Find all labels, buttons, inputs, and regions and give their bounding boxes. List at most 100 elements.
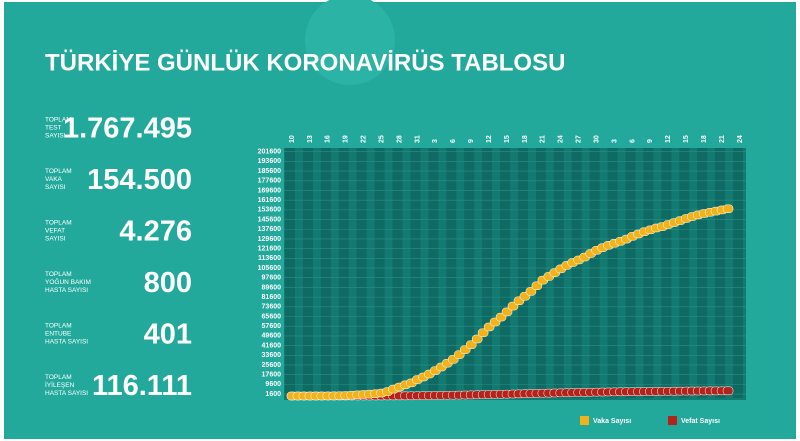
legend-label: Vefat Sayısı <box>681 418 720 425</box>
x-tick-label: 30 <box>593 135 600 143</box>
title: TÜRKİYE GÜNLÜK KORONAVİRÜS TABLOSU <box>45 49 565 76</box>
x-tick-label: 6 <box>450 139 457 143</box>
y-tick-label: 89600 <box>262 284 282 291</box>
stat-value: 401 <box>144 319 192 351</box>
y-tick-label: 1600 <box>265 391 281 398</box>
y-tick-label: 153600 <box>258 207 281 214</box>
column-stripe <box>320 148 331 398</box>
stat-label: TOPLAM <box>45 271 72 278</box>
x-tick-label: 16 <box>325 135 332 143</box>
x-tick-label: 28 <box>396 135 403 143</box>
stat-value: 116.111 <box>92 370 192 402</box>
x-tick-label: 27 <box>576 135 583 143</box>
y-tick-label: 121600 <box>258 245 281 252</box>
column-stripe <box>607 148 618 398</box>
stat-label: HASTA SAYISI <box>45 287 88 294</box>
plot-area <box>284 148 746 400</box>
y-tick-label: 57600 <box>262 323 282 330</box>
column-stripe <box>625 148 636 398</box>
y-tick-label: 201600 <box>258 149 281 156</box>
column-stripe <box>410 148 421 398</box>
stat-value: 154.500 <box>87 164 192 196</box>
column-stripe <box>733 148 743 398</box>
stat-label: VEFAT <box>45 228 65 235</box>
stat-label: ENTUBE <box>45 331 72 338</box>
column-stripe <box>643 148 654 398</box>
stats-panel: TOPLAMTESTSAYISI1.767.495TOPLAMVAKASAYIS… <box>45 113 192 403</box>
x-tick-label: 13 <box>307 135 314 143</box>
x-tick-label: 3 <box>611 139 618 143</box>
stat-label: İYİLEŞEN <box>45 380 75 389</box>
stat-value: 1.767.495 <box>63 113 192 145</box>
x-tick-label: 31 <box>414 135 421 143</box>
y-tick-label: 169600 <box>258 187 281 194</box>
stat-label: TEST <box>45 125 62 132</box>
data-point <box>722 204 734 214</box>
column-stripe <box>446 148 457 398</box>
y-tick-label: 49600 <box>262 333 282 340</box>
y-tick-label: 17600 <box>262 372 282 379</box>
y-tick-label: 113600 <box>258 255 281 262</box>
stat-value: 800 <box>144 267 192 299</box>
y-tick-label: 73600 <box>262 304 282 311</box>
x-tick-label: 21 <box>719 135 726 143</box>
legend-swatch <box>668 416 677 425</box>
column-stripe <box>589 148 600 398</box>
column-stripe <box>715 148 726 398</box>
x-tick-label: 12 <box>486 135 493 143</box>
y-tick-label: 81600 <box>262 294 282 301</box>
stat-value: 4.276 <box>119 216 192 248</box>
x-tick-label: 22 <box>361 135 368 143</box>
x-tick-label: 9 <box>468 139 475 143</box>
y-tick-label: 33600 <box>262 352 282 359</box>
column-stripe <box>500 148 511 398</box>
x-tick-label: 3 <box>432 139 439 143</box>
y-tick-label: 185600 <box>258 168 281 175</box>
chart: 10 13 16 19 22 25 28 31 3 6 9 12 15 18 21 24 27 30 3 6 9 12 15… <box>258 135 746 425</box>
y-tick-label: 161600 <box>258 197 281 204</box>
column-stripe <box>428 148 439 398</box>
column-stripe <box>535 148 546 398</box>
x-tick-label: 19 <box>343 135 350 143</box>
decor <box>305 0 395 85</box>
y-tick-label: 105600 <box>258 265 281 272</box>
stat-label: HASTA SAYISI <box>45 339 88 346</box>
x-tick-label: 10 <box>289 135 296 143</box>
column-stripe <box>517 148 528 398</box>
y-tick-label: 65600 <box>262 313 282 320</box>
stat-label: SAYISI <box>45 133 66 140</box>
column-stripe <box>661 148 672 398</box>
data-point <box>722 386 734 396</box>
y-tick-label: 97600 <box>262 275 282 282</box>
stat-label: TOPLAM <box>45 220 72 227</box>
stat-label: SAYISI <box>45 184 66 191</box>
y-tick-label: 137600 <box>258 226 281 233</box>
x-tick-label: 24 <box>558 135 565 143</box>
x-tick-label: 12 <box>665 135 672 143</box>
column-stripe <box>571 148 582 398</box>
x-tick-label: 6 <box>629 139 636 143</box>
column-stripe <box>679 148 690 398</box>
column-stripe <box>392 148 403 398</box>
x-tick-label: 18 <box>701 135 708 143</box>
y-tick-label: 177600 <box>258 178 281 185</box>
column-stripe <box>302 148 313 398</box>
y-tick-label: 129600 <box>258 236 281 243</box>
stat-label: TOPLAM <box>45 374 72 381</box>
column-stripe <box>482 148 493 398</box>
column-stripe <box>464 148 475 398</box>
legend-label: Vaka Sayısı <box>593 418 631 425</box>
y-tick-label: 25600 <box>262 362 282 369</box>
y-tick-label: 193600 <box>258 158 281 165</box>
x-tick-label: 18 <box>522 135 529 143</box>
legend-swatch <box>580 416 589 425</box>
column-stripe <box>356 148 367 398</box>
column-stripe <box>374 148 385 398</box>
x-tick-label: 25 <box>378 135 385 143</box>
column-stripe <box>697 148 708 398</box>
stat-label: HASTA SAYISI <box>45 390 88 397</box>
stat-label: TOPLAM <box>45 168 72 175</box>
column-stripe <box>285 148 295 398</box>
stat-label: YOĞUN BAKIM <box>45 277 91 286</box>
